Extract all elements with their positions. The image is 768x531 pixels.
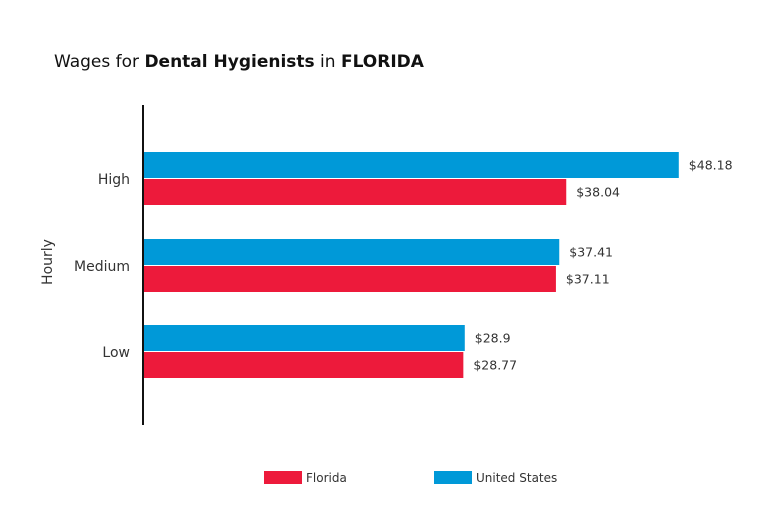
legend-swatch: [434, 471, 472, 484]
data-label: $28.9: [475, 331, 511, 346]
bar-florida: [144, 266, 556, 292]
y-tick-label: High: [98, 172, 130, 188]
legend-swatch: [264, 471, 302, 484]
data-label: $28.77: [473, 358, 517, 373]
chart-title-part: Wages for: [54, 52, 145, 72]
bar-florida: [144, 352, 464, 378]
y-tick-label: Low: [102, 345, 130, 361]
bar-united-states: [144, 239, 560, 265]
chart-title-part: Dental Hygienists: [144, 52, 315, 72]
chart-title: Wages for Dental Hygienists in FLORIDA: [54, 52, 424, 72]
data-label: $38.04: [576, 185, 620, 200]
data-label: $37.41: [569, 245, 613, 260]
legend-label: Florida: [306, 471, 347, 485]
chart-title-part: FLORIDA: [340, 52, 424, 72]
bar-united-states: [144, 325, 465, 351]
bar-united-states: [144, 152, 679, 178]
y-tick-label: Medium: [74, 259, 130, 275]
bar-florida: [144, 179, 567, 205]
data-label: $48.18: [689, 158, 733, 173]
y-axis-label: Hourly: [40, 239, 56, 285]
chart-title-part: in: [314, 52, 341, 72]
legend-label: United States: [476, 471, 557, 485]
data-label: $37.11: [566, 272, 610, 287]
